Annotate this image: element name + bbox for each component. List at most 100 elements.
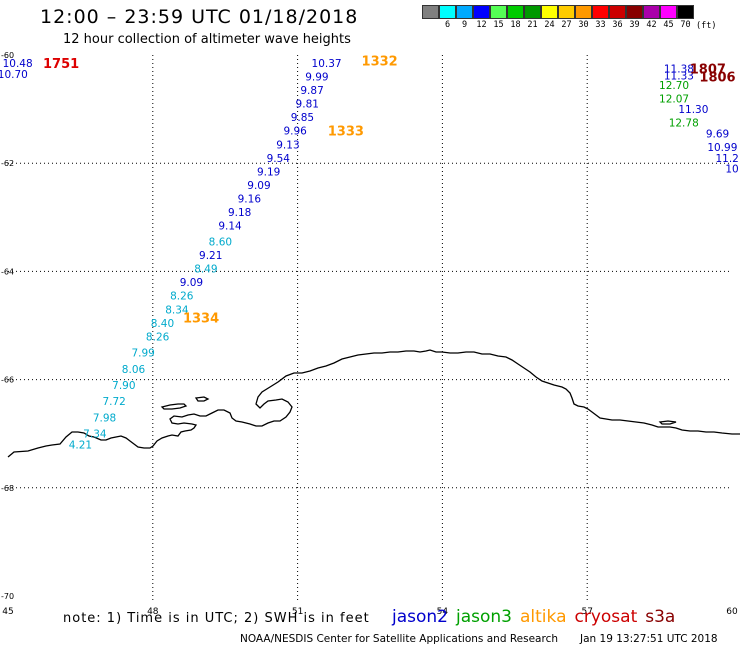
wave-height-value: 9.87 (300, 85, 323, 97)
footnote: note: 1) Time is in UTC; 2) SWH is in fe… (63, 611, 370, 626)
scale-bin: 36 (609, 5, 626, 31)
scale-swatch (660, 5, 677, 19)
coastline-island (658, 420, 677, 425)
scale-bin: 21 (524, 5, 541, 31)
scale-label: 9 (461, 20, 468, 30)
wave-height-value: 9.81 (296, 99, 319, 111)
scale-bin: 33 (592, 5, 609, 31)
legend-item: altika (520, 607, 567, 627)
scale-bin: 27 (558, 5, 575, 31)
wave-height-value: 9.54 (267, 153, 291, 165)
lon-tick-label: 48 (147, 607, 159, 617)
wave-height-value: 12.78 (669, 118, 699, 130)
lon-tick-label: 60 (726, 607, 738, 617)
antarctic-coastline (7, 349, 740, 458)
generated-timestamp: Jan 19 13:27:51 UTC 2018 (580, 633, 718, 645)
wave-height-value: 8.06 (122, 364, 146, 376)
coastline-island (160, 403, 188, 410)
scale-bin: 70 (677, 5, 694, 31)
pass-time-label: 1806 (699, 71, 735, 86)
wave-height-value: 9.16 (238, 193, 262, 205)
wave-height-value: 11.33 (664, 71, 694, 83)
wave-height-value: 9.18 (228, 207, 251, 219)
scale-bin: 18 (507, 5, 524, 31)
wave-height-value: 8.26 (170, 291, 194, 303)
scale-label: 24 (544, 20, 555, 30)
wave-height-value: 7.72 (102, 396, 125, 408)
wave-height-value: 9.13 (276, 139, 299, 151)
scale-bin: 24 (541, 5, 558, 31)
scale-swatch (473, 5, 490, 19)
lon-tick-label: 57 (581, 607, 592, 617)
scale-label: 30 (578, 20, 589, 30)
scale-label: 45 (663, 20, 674, 30)
satellite-legend: jason2 jason3 altika cryosat s3a (392, 607, 683, 627)
wave-height-value: 10.48 (3, 58, 33, 70)
credit-line: NOAA/NESDIS Center for Satellite Applica… (240, 633, 558, 645)
pass-time-label: 1751 (43, 57, 79, 72)
altimeter-marks: 10.37 9.999.87 9.819.85 9.969.13 9.549.19 9.0… (0, 54, 739, 451)
scale-bin: 30 (575, 5, 592, 31)
wave-height-value: 8.26 (146, 331, 170, 343)
scale-swatch (490, 5, 507, 19)
scale-bin: 45 (660, 5, 677, 31)
lat-tick-label: -60 (1, 51, 14, 60)
page-title: 12:00 – 23:59 UTC 01/18/2018 (40, 6, 359, 28)
wave-height-value: 11.30 (678, 104, 708, 116)
scale-swatch (507, 5, 524, 19)
scale-swatch (575, 5, 592, 19)
wave-height-value: 10.70 (0, 69, 28, 81)
wave-height-value: 12.07 (659, 93, 689, 105)
scale-bin (422, 5, 439, 31)
scale-label: 36 (612, 20, 623, 30)
wave-height-value: 10.37 (312, 58, 342, 70)
scale-label: 70 (680, 20, 691, 30)
pass-time-label: 1807 (690, 63, 726, 78)
lon-tick-label: 45 (2, 607, 13, 617)
lat-tick-label: -64 (1, 267, 14, 276)
scale-label: 27 (561, 20, 572, 30)
scale-label: 18 (510, 20, 521, 30)
wave-height-value: 8.34 (165, 304, 189, 316)
scale-swatch (558, 5, 575, 19)
wave-height-value: 9.96 (283, 126, 307, 138)
wave-height-value: 8.60 (209, 237, 232, 249)
wave-height-value: 11.38 (664, 64, 694, 76)
scale-label: 12 (476, 20, 487, 30)
lat-tick-label: -70 (1, 592, 14, 601)
scale-swatch (677, 5, 694, 19)
scale-label: 42 (646, 20, 657, 30)
wave-height-value: 8.49 (194, 264, 217, 276)
scale-label: 39 (629, 20, 640, 30)
lat-tick-label: -66 (1, 376, 14, 385)
color-scale: 6 9 12 15 18 21 24 27 30 33 36 39 42 45 70 (ft) (422, 5, 716, 31)
wave-height-value: 9.19 (257, 166, 280, 178)
wave-height-value: 7.98 (93, 412, 116, 424)
lon-tick-label: 51 (292, 607, 303, 617)
scale-label: 15 (493, 20, 504, 30)
scale-bin: 15 (490, 5, 507, 31)
pass-time-label: 1334 (183, 311, 219, 326)
scale-swatch (592, 5, 609, 19)
scale-bin: 42 (643, 5, 660, 31)
page-subtitle: 12 hour collection of altimeter wave hei… (63, 32, 351, 47)
lat-lon-grid: 45 48 51 54 57 60 -60 -62 -64 -66 -68 -70 (1, 51, 738, 617)
scale-swatch (626, 5, 643, 19)
legend-item: cryosat (574, 607, 638, 627)
lat-tick-label: -62 (1, 159, 14, 168)
wave-height-value: 9.09 (180, 277, 203, 289)
scale-swatch (439, 5, 456, 19)
wave-height-value: 9.99 (305, 72, 328, 84)
scale-bin: 12 (473, 5, 490, 31)
scale-bin: 6 (439, 5, 456, 31)
wave-height-value: 10 (725, 164, 738, 176)
scale-swatch (541, 5, 558, 19)
scale-bin: 39 (626, 5, 643, 31)
coastline-path (7, 349, 740, 458)
scale-swatch (609, 5, 626, 19)
scale-label: 6 (444, 20, 451, 30)
wave-height-value: 9.14 (218, 220, 242, 232)
pass-time-label: 1332 (362, 54, 398, 69)
scale-swatch (524, 5, 541, 19)
